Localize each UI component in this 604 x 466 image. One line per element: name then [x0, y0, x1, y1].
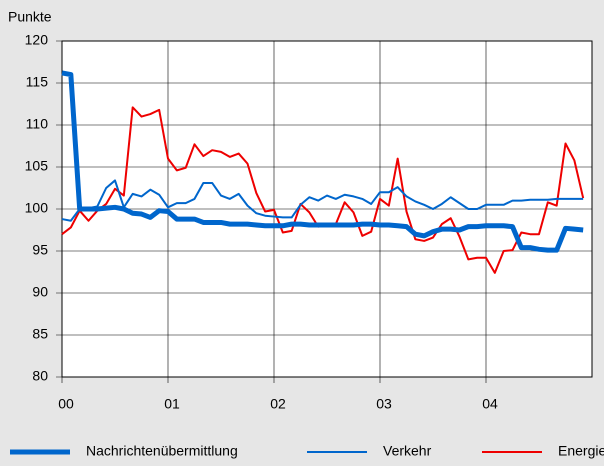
x-tick-label: 02 [270, 396, 286, 412]
y-tick-label: 80 [32, 368, 48, 384]
legend-label: Energie [558, 443, 604, 459]
y-tick-label: 105 [25, 158, 49, 174]
legend-label: Verkehr [383, 443, 432, 459]
x-tick-label: 01 [164, 396, 180, 412]
y-tick-label: 85 [32, 326, 48, 342]
y-tick-label: 115 [26, 74, 49, 90]
x-tick-label: 04 [482, 396, 498, 412]
plot-frame [61, 40, 593, 378]
x-tick-label: 03 [376, 396, 392, 412]
y-tick-label: 120 [25, 32, 49, 48]
x-tick-label: 00 [58, 396, 74, 412]
series-line [61, 70, 584, 253]
y-tick-label: 110 [26, 116, 49, 132]
y-tick-label: 100 [25, 200, 49, 216]
legend-label: Nachrichtenübermittlung [86, 443, 238, 459]
y-tick-label: 90 [32, 284, 48, 300]
y-tick-label: 95 [32, 242, 48, 258]
series-line [61, 179, 584, 222]
y-axis-label: Punkte [8, 9, 52, 25]
